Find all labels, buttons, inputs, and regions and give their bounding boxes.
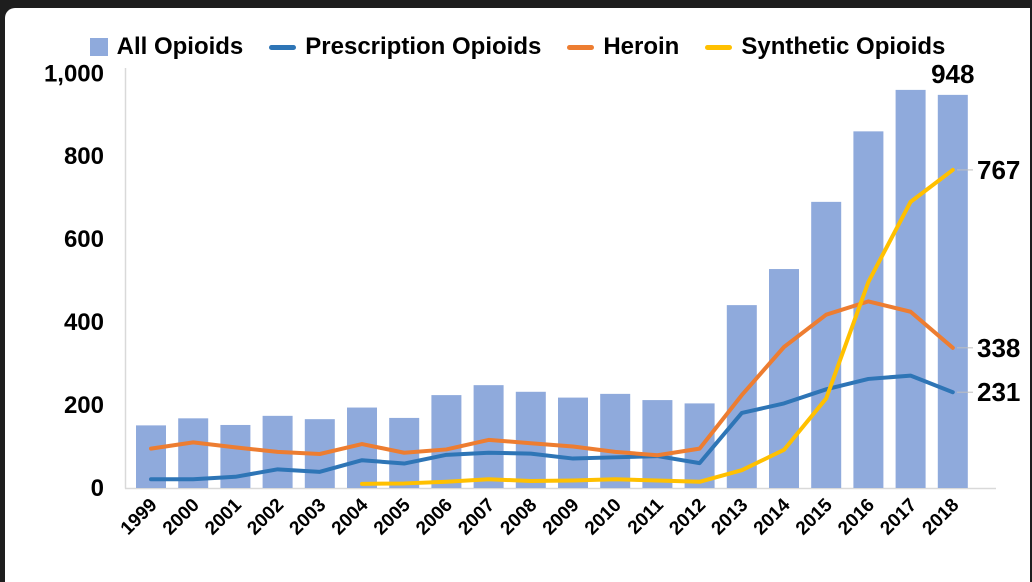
bar-2007 bbox=[473, 385, 504, 488]
x-label-2008: 2008 bbox=[497, 495, 542, 540]
x-label-2014: 2014 bbox=[750, 494, 795, 539]
line-synthetic-opioids bbox=[360, 167, 955, 486]
x-label-2012: 2012 bbox=[665, 495, 710, 540]
legend-swatch-heroin bbox=[567, 44, 595, 50]
legend-item-prescription-opioids: Prescription Opioids bbox=[269, 33, 541, 61]
x-label-2011: 2011 bbox=[624, 494, 668, 538]
y-tick-400: 400 bbox=[64, 309, 104, 336]
bar-2008 bbox=[515, 391, 546, 488]
data-label-948: 948 bbox=[931, 59, 974, 89]
legend-label-all-opioids: All Opioids bbox=[116, 33, 244, 60]
x-label-2004: 2004 bbox=[328, 494, 373, 539]
x-label-2002: 2002 bbox=[243, 495, 288, 540]
chart-legend: All Opioids Prescription Opioids Heroin … bbox=[5, 30, 1030, 64]
x-label-2009: 2009 bbox=[539, 495, 584, 540]
legend-swatch-synthetic-opioids bbox=[705, 44, 733, 50]
legend-swatch-prescription-opioids bbox=[269, 44, 297, 50]
x-label-2005: 2005 bbox=[370, 494, 415, 539]
data-label-767: 767 bbox=[977, 155, 1020, 185]
data-label-231: 231 bbox=[977, 377, 1020, 407]
line-heroin bbox=[149, 299, 955, 458]
bar-2015 bbox=[811, 201, 842, 488]
line-prescription-opioids bbox=[149, 373, 955, 482]
y-tick-0: 0 bbox=[91, 475, 104, 502]
legend-label-prescription-opioids: Prescription Opioids bbox=[305, 33, 542, 60]
x-label-1999: 1999 bbox=[117, 495, 162, 540]
bar-2000 bbox=[178, 418, 209, 488]
y-tick-200: 200 bbox=[64, 392, 104, 419]
x-label-2013: 2013 bbox=[708, 495, 753, 540]
x-label-2000: 2000 bbox=[159, 495, 204, 540]
bar-2017 bbox=[895, 89, 926, 488]
legend-item-heroin: Heroin bbox=[567, 33, 679, 61]
y-tick-600: 600 bbox=[64, 226, 104, 253]
x-label-2003: 2003 bbox=[286, 495, 331, 540]
legend-swatch-all-opioids bbox=[89, 38, 108, 56]
bar-2011 bbox=[642, 400, 673, 488]
bar-2009 bbox=[558, 397, 588, 488]
x-label-2001: 2001 bbox=[201, 494, 246, 539]
x-label-2006: 2006 bbox=[412, 495, 457, 540]
legend-item-synthetic-opioids: Synthetic Opioids bbox=[705, 33, 945, 61]
x-label-2017: 2017 bbox=[876, 495, 921, 540]
bar-2006 bbox=[431, 395, 462, 488]
x-label-2007: 2007 bbox=[454, 495, 499, 540]
y-tick-800: 800 bbox=[64, 143, 104, 170]
data-label-338: 338 bbox=[977, 333, 1020, 363]
x-label-2010: 2010 bbox=[581, 495, 626, 540]
x-label-2015: 2015 bbox=[792, 494, 837, 539]
bar-2018 bbox=[937, 94, 968, 488]
x-label-2016: 2016 bbox=[834, 495, 879, 540]
legend-label-synthetic-opioids: Synthetic Opioids bbox=[741, 33, 946, 60]
bar-2010 bbox=[600, 393, 631, 488]
x-label-2018: 2018 bbox=[919, 495, 964, 540]
y-tick-1000: 1,000 bbox=[44, 60, 104, 87]
legend-label-heroin: Heroin bbox=[603, 33, 680, 60]
legend-item-all-opioids: All Opioids bbox=[89, 33, 244, 61]
